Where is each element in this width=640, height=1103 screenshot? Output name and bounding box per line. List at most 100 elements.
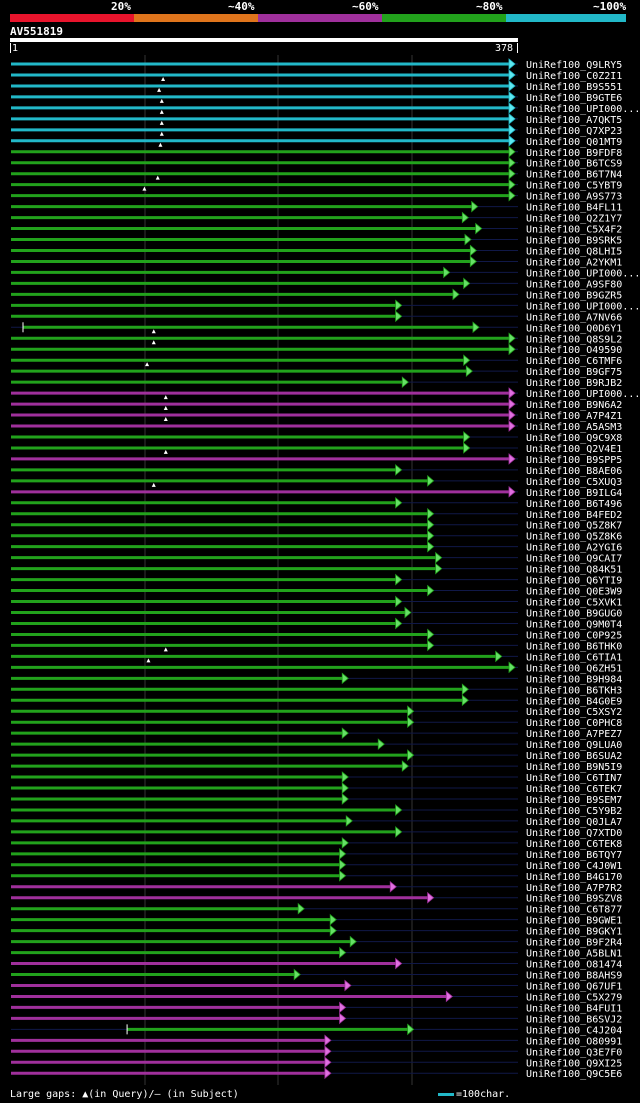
hit-row: UniRef100_Q9CAI7 [11, 551, 622, 565]
hit-arrow [463, 442, 471, 454]
hit-row: UniRef100_Q9C5E6 [11, 1067, 622, 1080]
legend-label-4: ~80% [476, 0, 503, 13]
hit-row: UniRef100_B6TKH3 [11, 683, 622, 696]
hit-row: UniRef100_Q7XP23 [11, 120, 622, 137]
hit-label: UniRef100_UPI000... [526, 389, 640, 400]
hit-arrow [341, 771, 349, 783]
hit-arrow [508, 102, 516, 114]
hit-row: UniRef100_C6T877 [11, 902, 622, 916]
query-gap-marker [146, 658, 151, 663]
query-gap-marker [163, 417, 168, 422]
hit-label: UniRef100_B9GTE6 [526, 93, 622, 104]
hit-label: UniRef100_B4FUI1 [526, 1003, 622, 1014]
hit-arrow [329, 913, 337, 926]
query-gap-marker [159, 120, 164, 125]
hit-label: UniRef100_B6TKH3 [526, 685, 622, 696]
axis-start-tick [10, 43, 11, 53]
hit-label: UniRef100_Q9M0T4 [526, 619, 622, 630]
hit-arrow [508, 343, 516, 356]
hit-label: UniRef100_B6TQY7 [526, 850, 622, 861]
hit-arrow [395, 617, 403, 630]
hit-arrow [508, 661, 516, 674]
hit-arrow [324, 1056, 332, 1069]
hit-label: UniRef100_B9SZV8 [526, 894, 622, 905]
hit-row: UniRef100_Q5Z8K7 [11, 518, 622, 532]
hit-label: UniRef100_B9GZR5 [526, 290, 622, 301]
hit-row: UniRef100_Q9LUA0 [11, 738, 622, 751]
hit-arrow [452, 288, 460, 301]
hit-label: UniRef100_Q6YTI9 [526, 576, 622, 587]
hit-row: UniRef100_C6TEK8 [11, 837, 622, 850]
hit-label: UniRef100_Q84K51 [526, 565, 622, 576]
hit-label: UniRef100_C5YBT9 [526, 181, 622, 192]
hit-label: UniRef100_B9SPP5 [526, 455, 622, 466]
hit-label: UniRef100_O49590 [526, 345, 622, 356]
legend-bar-1 [10, 14, 134, 22]
legend-bar-4 [382, 14, 506, 22]
hit-arrow [395, 595, 403, 608]
hit-label: UniRef100_C6TIN7 [526, 773, 622, 784]
legend-bar-3 [258, 14, 382, 22]
hit-label: UniRef100_C5XVK1 [526, 598, 622, 609]
hit-arrow [427, 529, 435, 542]
hit-arrow [427, 540, 435, 553]
hit-row: UniRef100_Q3E7F0 [11, 1045, 622, 1058]
hit-arrow [341, 782, 349, 794]
hit-row: UniRef100_C0Z2I1 [11, 69, 622, 82]
hit-label: UniRef100_B9SRK5 [526, 236, 622, 247]
hit-label: UniRef100_B6SVJ2 [526, 1014, 622, 1025]
hit-label: UniRef100_C6TIA1 [526, 652, 622, 663]
hit-label: UniRef100_UPI000... [526, 301, 640, 312]
hit-arrow [341, 837, 349, 849]
hit-arrow [427, 639, 435, 652]
hit-label: UniRef100_A5ASM3 [526, 422, 622, 433]
hit-row: UniRef100_B9SRK5 [11, 233, 622, 247]
legend-label-5: ~100% [593, 0, 627, 13]
hit-label: UniRef100_Q9C5E6 [526, 1069, 622, 1080]
hit-label: UniRef100_C5Y9B2 [526, 806, 622, 817]
scale-text: =100char. [456, 1089, 511, 1100]
hit-row: UniRef100_B9GZR5 [11, 288, 622, 301]
hit-row: UniRef100_A7QKT5 [11, 109, 622, 126]
hit-row: UniRef100_B9GF75 [11, 362, 622, 378]
hit-label: UniRef100_B9N6A2 [526, 400, 622, 411]
hit-label: UniRef100_C5XUQ3 [526, 477, 622, 488]
hit-label: UniRef100_Q0E3W9 [526, 587, 622, 598]
hit-label: UniRef100_Q5Z8K6 [526, 532, 622, 543]
query-gap-marker [159, 109, 164, 114]
hit-label: UniRef100_Q9LRY5 [526, 60, 622, 71]
hit-arrow [508, 178, 516, 191]
hit-arrow [401, 376, 409, 388]
hit-arrow [445, 990, 453, 1003]
hit-label: UniRef100_B9GKY1 [526, 927, 622, 938]
hit-arrow [443, 266, 451, 279]
hit-row: UniRef100_C5X4F2 [11, 222, 622, 236]
hit-row: UniRef100_B9S551 [11, 76, 622, 93]
hit-row: UniRef100_B8AHS9 [11, 968, 622, 982]
query-bar [10, 38, 518, 42]
hit-row: UniRef100_B4FL11 [11, 200, 622, 214]
hit-label: UniRef100_C0P925 [526, 630, 622, 641]
hit-label: UniRef100_B9ILG4 [526, 488, 622, 499]
hit-row: UniRef100_B9SPP5 [11, 449, 622, 466]
hit-label: UniRef100_B8AE06 [526, 466, 622, 477]
hit-row: UniRef100_C5XSY2 [11, 705, 622, 718]
hit-arrow [427, 507, 435, 520]
hit-arrow [508, 80, 516, 92]
hit-row: UniRef100_B9F2R4 [11, 935, 622, 949]
hit-label: UniRef100_B6TCS9 [526, 159, 622, 170]
hit-label: UniRef100_B9SEM7 [526, 795, 622, 806]
hit-label: UniRef100_C6TEK7 [526, 784, 622, 795]
hit-arrow [427, 628, 435, 641]
hit-arrow [464, 233, 472, 246]
hit-label: UniRef100_Q2Z1Y7 [526, 214, 622, 225]
hit-label: UniRef100_B6SUA2 [526, 751, 622, 762]
legend-bar-5 [506, 14, 626, 22]
scale-bar [438, 1092, 454, 1096]
hit-row: UniRef100_UPI000... [11, 299, 640, 312]
hit-arrow [461, 211, 469, 224]
hit-label: UniRef100_B6THK0 [526, 641, 622, 652]
hit-label: UniRef100_C6TMF6 [526, 356, 622, 367]
hit-row: UniRef100_B9RJB2 [11, 376, 622, 389]
hit-arrow [508, 167, 516, 180]
